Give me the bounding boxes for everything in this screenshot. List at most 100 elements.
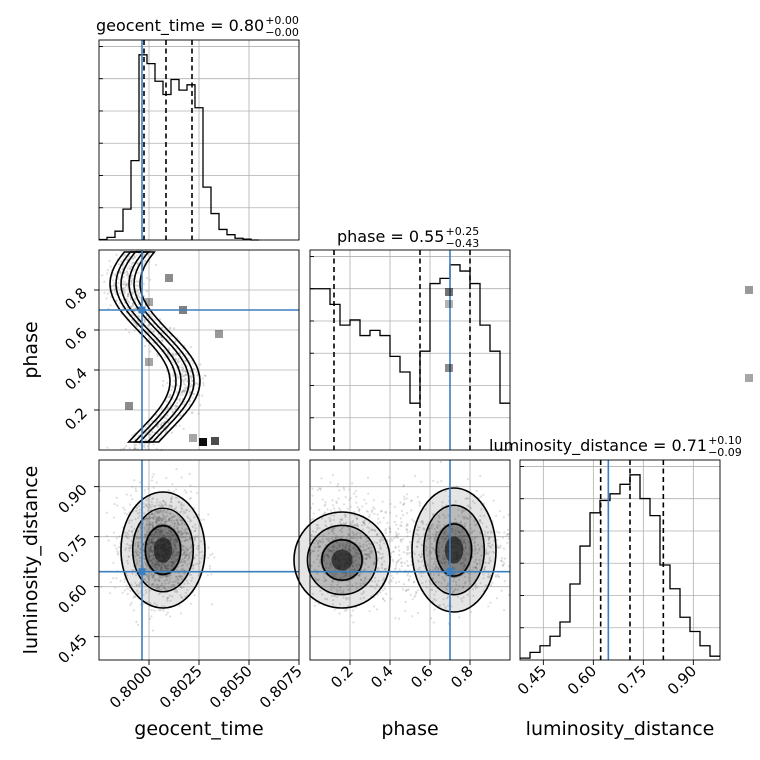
sample-point (391, 576, 395, 580)
sample-point (372, 605, 375, 608)
sample-point (133, 550, 136, 554)
sample-point (183, 382, 186, 386)
sample-point (375, 608, 379, 611)
sample-point (125, 270, 128, 273)
sample-point (187, 357, 190, 360)
sample-point (174, 545, 177, 548)
sample-point (172, 515, 175, 518)
sample-point (121, 591, 124, 594)
x-tick-label-phase: 0.2 (327, 662, 357, 692)
sample-point (397, 527, 400, 531)
sample-point (180, 532, 183, 535)
truth-marker (446, 568, 454, 576)
sample-point (165, 400, 168, 403)
sample-point (180, 501, 183, 505)
sample-point (156, 528, 159, 531)
sample-point (181, 379, 184, 382)
sample-point (117, 546, 120, 549)
sample-point (169, 394, 172, 397)
sample-point (125, 284, 128, 288)
sample-point (168, 504, 171, 507)
sample-point (158, 416, 162, 419)
sample-point (389, 511, 392, 514)
title-text: luminosity_distance = 0.71 (489, 436, 707, 456)
sample-point (158, 503, 161, 506)
sample-point (176, 539, 179, 542)
sample-point (411, 518, 414, 521)
sample-point (144, 439, 147, 442)
sample-point (152, 541, 155, 544)
sample-point (170, 565, 173, 568)
sample-point (129, 267, 132, 270)
sample-point (167, 519, 170, 522)
density-shade (331, 549, 353, 571)
sample-point (432, 479, 435, 482)
sample-point (157, 519, 160, 522)
sample-point (390, 574, 393, 577)
sample-point (213, 556, 216, 559)
sample-point (159, 530, 162, 534)
sample-point (180, 586, 183, 589)
sample-point (400, 561, 403, 564)
sample-point (177, 522, 180, 525)
sample-point (129, 503, 132, 506)
sample-point (146, 276, 149, 280)
sample-point (161, 504, 165, 507)
sample-point (479, 475, 482, 478)
sample-point (166, 532, 169, 535)
sample-point (377, 517, 380, 520)
sample-point (115, 496, 118, 499)
sample-point (143, 444, 146, 447)
sample-point (148, 556, 151, 559)
sample-point (167, 505, 170, 508)
sample-point (151, 557, 154, 560)
sample-point (167, 354, 170, 357)
sample-point (131, 302, 134, 305)
sample-point (189, 370, 192, 373)
sample-point (139, 524, 142, 527)
sample-point (137, 280, 140, 283)
x-tick-label-luminosity_distance: 0.75 (614, 662, 650, 698)
sample-point (151, 430, 154, 433)
sample-point (133, 256, 137, 259)
sample-point (150, 609, 153, 612)
sample-point (163, 565, 167, 568)
sample-point (182, 427, 185, 430)
sample-point (487, 605, 490, 608)
sample-point (111, 288, 114, 292)
sample-point (381, 500, 384, 503)
sample-point (400, 509, 404, 512)
sample-point (379, 521, 382, 524)
sample-point (384, 527, 387, 531)
sample-point (122, 275, 125, 278)
sample-point (154, 559, 157, 563)
sample-point (129, 589, 132, 592)
sample-point (105, 535, 109, 538)
sample-point (133, 256, 136, 259)
sample-point (101, 274, 104, 277)
sample-point (181, 355, 184, 358)
sample-point (153, 565, 156, 568)
sample-point (326, 508, 329, 511)
sample-point (131, 434, 134, 437)
sample-point (388, 526, 391, 529)
sample-point (121, 283, 124, 286)
sample-point (133, 316, 136, 319)
sample-point (194, 382, 197, 385)
sample-point (154, 521, 157, 524)
sample-point (173, 558, 176, 561)
sample-point (148, 300, 151, 303)
sample-point (166, 535, 169, 538)
histogram-geocent_time (99, 54, 259, 241)
sample-point (168, 517, 171, 520)
sample-point (137, 543, 140, 546)
sample-point (368, 513, 371, 516)
sample-point (167, 532, 171, 535)
sample-point (150, 512, 154, 516)
sample-point (177, 531, 180, 535)
sample-point (148, 442, 151, 445)
sample-point (160, 424, 163, 427)
sample-point (160, 530, 163, 534)
sample-point (190, 411, 193, 414)
sample-point (152, 542, 156, 545)
